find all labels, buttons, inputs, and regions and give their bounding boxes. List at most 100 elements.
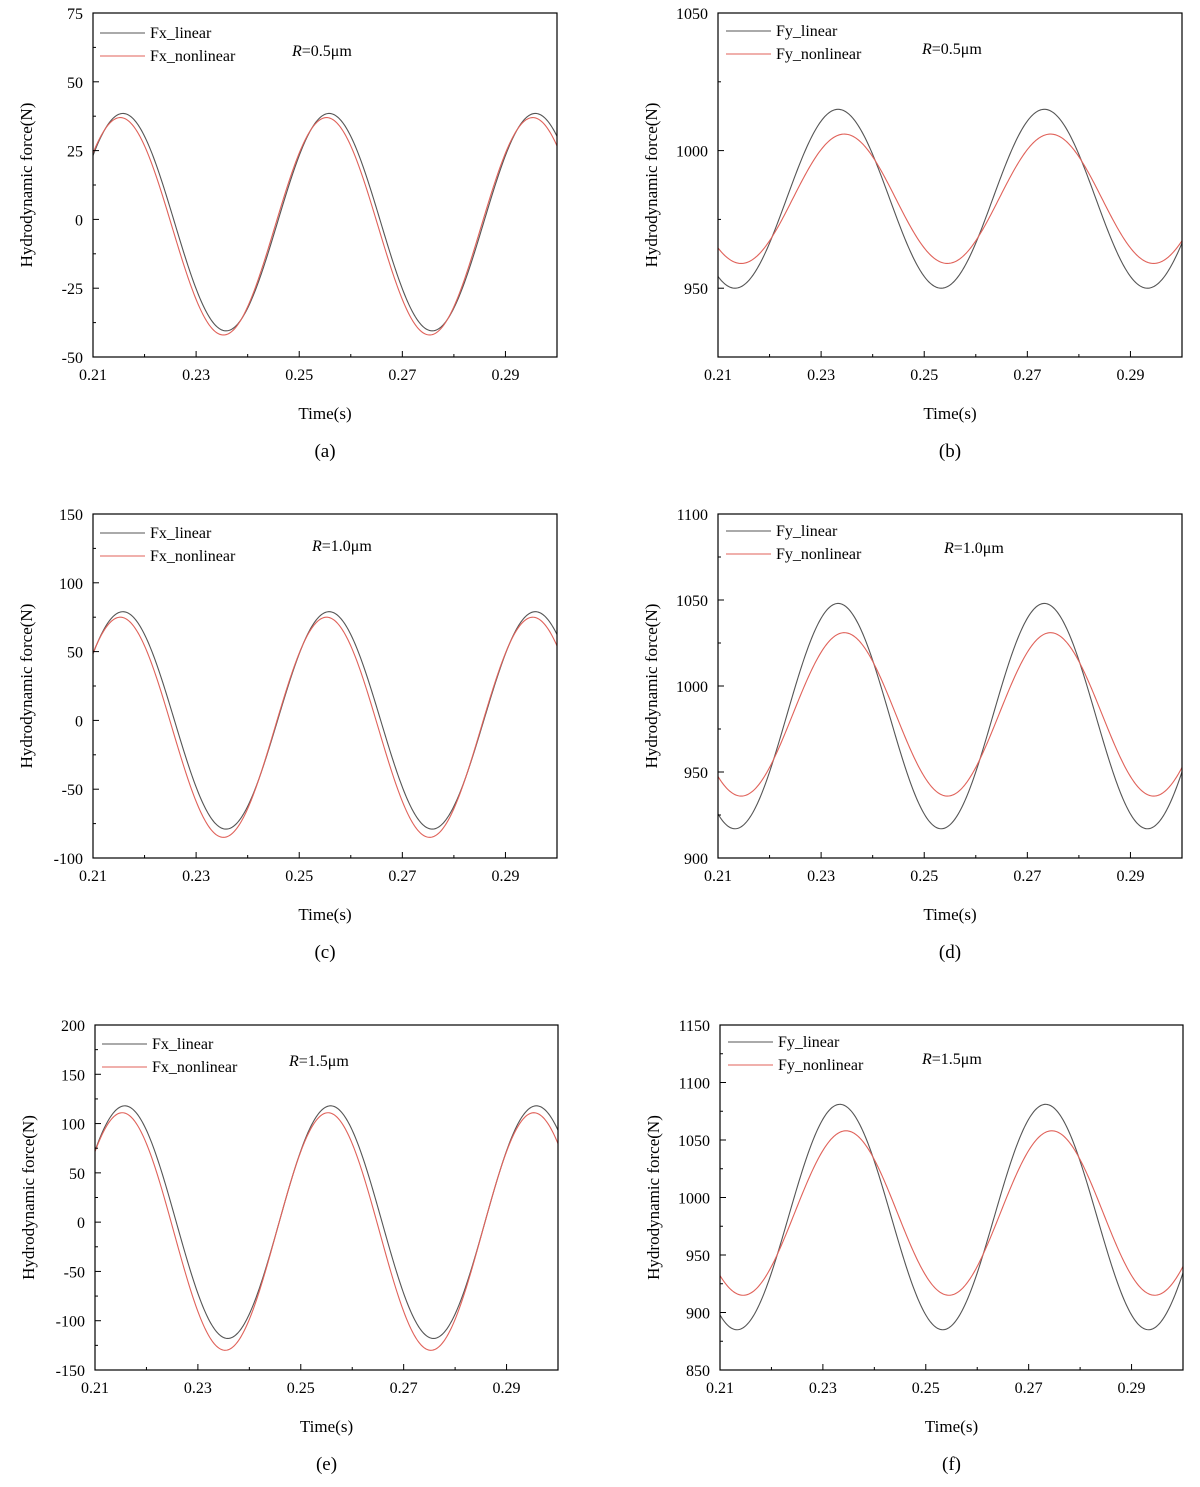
x-tick-label: 0.23 — [182, 868, 210, 885]
legend-label: Fy_linear — [776, 23, 838, 40]
series-line-fy-nonlinear — [718, 133, 1182, 264]
series-line-fy-nonlinear — [720, 1130, 1183, 1296]
panel-label: (a) — [314, 441, 335, 462]
y-tick-label: -150 — [56, 1363, 85, 1380]
x-axis-title: Time(s) — [923, 404, 976, 423]
x-tick-label: 0.25 — [910, 868, 938, 885]
y-axis-title: Hydrodynamic force(N) — [17, 604, 36, 769]
x-axis-title: Time(s) — [925, 1417, 978, 1436]
x-tick-label: 0.21 — [81, 1380, 109, 1397]
y-tick-label: 0 — [75, 713, 83, 730]
y-tick-label: 1100 — [677, 507, 708, 524]
y-tick-label: 950 — [684, 765, 708, 782]
chart-panel-b: 0.21 0.23 0.25 0.27 0.29 950 1000 1050 Time(s) Hy… — [642, 6, 1183, 462]
legend: Fx_linear Fx_nonlinear — [100, 525, 236, 565]
y-tick-label: 950 — [684, 281, 708, 298]
legend-label: Fy_nonlinear — [776, 46, 862, 63]
y-tick-label: 1050 — [678, 1133, 710, 1150]
x-tick-label: 0.29 — [491, 868, 519, 885]
legend-label: Fx_linear — [150, 525, 212, 542]
x-tick-label: 0.21 — [704, 367, 732, 384]
y-tick-label: 50 — [69, 1166, 85, 1183]
x-tick-label: 0.21 — [79, 868, 107, 885]
y-tick-label: 1100 — [679, 1076, 710, 1093]
y-axis-title: Hydrodynamic force(N) — [19, 1115, 38, 1280]
y-tick-label: 1000 — [678, 1191, 710, 1208]
y-axis-title: Hydrodynamic force(N) — [17, 103, 36, 268]
y-tick-label: 100 — [61, 1117, 85, 1134]
x-tick-label: 0.29 — [1118, 1380, 1146, 1397]
legend-label: Fx_nonlinear — [150, 48, 236, 65]
y-tick-label: 850 — [686, 1363, 710, 1380]
panel-label: (e) — [316, 1454, 337, 1475]
y-tick-label: 1000 — [676, 679, 708, 696]
x-tick-label: 0.23 — [184, 1380, 212, 1397]
radius-annotation: R=1.5μm — [921, 1051, 982, 1068]
x-axis-title: Time(s) — [298, 905, 351, 924]
x-tick-label: 0.27 — [388, 367, 416, 384]
series-line-fx-nonlinear — [95, 1112, 558, 1351]
panel-label: (b) — [939, 441, 961, 462]
y-axis-title: Hydrodynamic force(N) — [642, 103, 661, 268]
y-tick-label: 25 — [67, 144, 83, 161]
y-tick-label: 1050 — [676, 593, 708, 610]
x-tick-label: 0.23 — [809, 1380, 837, 1397]
x-tick-label: 0.27 — [1015, 1380, 1043, 1397]
chart-panel-f: 0.21 0.23 0.25 0.27 0.29 850 900 950 1000 1050 110… — [644, 1018, 1184, 1475]
x-tick-label: 0.27 — [390, 1380, 418, 1397]
plot-frame — [717, 513, 1183, 859]
y-tick-label: 150 — [61, 1067, 85, 1084]
legend: Fy_linear Fy_nonlinear — [726, 23, 862, 63]
y-tick-label: 50 — [67, 645, 83, 662]
legend: Fy_linear Fy_nonlinear — [726, 523, 862, 563]
y-tick-label: 200 — [61, 1018, 85, 1035]
x-tick-label: 0.27 — [388, 868, 416, 885]
y-tick-label: 100 — [59, 576, 83, 593]
legend-label: Fy_linear — [778, 1034, 840, 1051]
y-tick-label: 900 — [686, 1306, 710, 1323]
legend-label: Fx_nonlinear — [150, 548, 236, 565]
y-tick-label: -50 — [62, 782, 83, 799]
y-tick-label: 1150 — [679, 1018, 710, 1035]
series-line-fx-linear — [95, 1105, 558, 1340]
y-tick-label: 75 — [67, 6, 83, 23]
series-line-fy-linear — [720, 1103, 1183, 1331]
y-tick-label: 1000 — [676, 144, 708, 161]
x-tick-label: 0.21 — [704, 868, 732, 885]
y-tick-label: 950 — [686, 1248, 710, 1265]
legend: Fy_linear Fy_nonlinear — [728, 1034, 864, 1074]
x-tick-label: 0.25 — [285, 868, 313, 885]
y-tick-label: 50 — [67, 75, 83, 92]
series-line-fx-linear — [93, 112, 557, 332]
plot-frame — [717, 12, 1183, 358]
y-tick-label: 0 — [77, 1215, 85, 1232]
radius-annotation: R=1.0μm — [311, 538, 372, 555]
series-line-fx-linear — [93, 611, 557, 830]
plot-frame — [92, 513, 558, 859]
x-tick-label: 0.25 — [912, 1380, 940, 1397]
x-tick-label: 0.29 — [491, 367, 519, 384]
radius-annotation: R=0.5μm — [291, 43, 352, 60]
x-tick-label: 0.25 — [287, 1380, 315, 1397]
x-tick-label: 0.27 — [1013, 868, 1041, 885]
legend-label: Fy_nonlinear — [778, 1057, 864, 1074]
legend-label: Fx_linear — [152, 1036, 214, 1053]
y-tick-label: -100 — [56, 1314, 85, 1331]
panel-label: (d) — [939, 942, 961, 963]
x-tick-label: 0.21 — [706, 1380, 734, 1397]
x-tick-label: 0.29 — [493, 1380, 521, 1397]
y-tick-label: -25 — [62, 281, 83, 298]
legend: Fx_linear Fx_nonlinear — [102, 1036, 238, 1076]
series-line-fx-nonlinear — [93, 616, 557, 838]
chart-panel-d: 0.21 0.23 0.25 0.27 0.29 900 950 1000 1050 1100 Ti… — [642, 507, 1183, 963]
radius-annotation: R=1.5μm — [288, 1053, 349, 1070]
panel-label: (f) — [942, 1454, 961, 1475]
series-line-fy-nonlinear — [718, 632, 1182, 797]
series-line-fx-nonlinear — [93, 117, 557, 336]
x-tick-label: 0.25 — [285, 367, 313, 384]
legend: Fx_linear Fx_nonlinear — [100, 25, 236, 65]
chart-panel-c: 0.21 0.23 0.25 0.27 0.29 -100 -50 0 50 100 150 Time… — [17, 507, 558, 963]
legend-label: Fy_linear — [776, 523, 838, 540]
y-tick-label: 1050 — [676, 6, 708, 23]
x-tick-label: 0.21 — [79, 367, 107, 384]
